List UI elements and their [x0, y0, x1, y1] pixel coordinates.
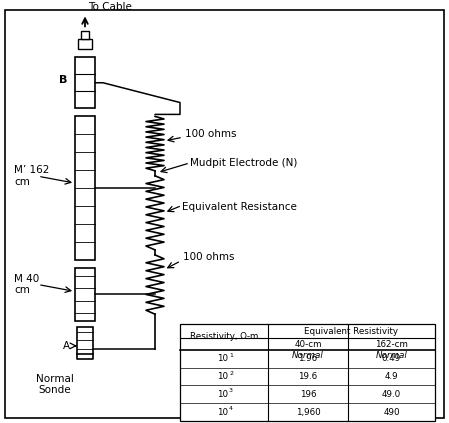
- Bar: [81, 31, 89, 39]
- Text: 10: 10: [217, 354, 228, 363]
- Text: 196: 196: [300, 390, 316, 399]
- Text: 40-cm: 40-cm: [294, 341, 322, 349]
- Text: Equivalent Resistance: Equivalent Resistance: [182, 202, 297, 212]
- Text: Normal: Normal: [376, 351, 407, 360]
- Text: 1: 1: [229, 353, 233, 358]
- Bar: [78, 39, 92, 49]
- Text: 10: 10: [217, 408, 228, 417]
- Text: 49.0: 49.0: [382, 390, 401, 399]
- Text: Normal: Normal: [292, 351, 324, 360]
- Bar: [75, 268, 95, 321]
- Text: 100 ohms: 100 ohms: [183, 252, 234, 262]
- Text: A: A: [63, 341, 70, 351]
- Text: 10: 10: [217, 390, 228, 399]
- Text: Equivalent Resistivity: Equivalent Resistivity: [304, 327, 399, 335]
- Bar: [180, 324, 435, 421]
- Text: 162-cm: 162-cm: [375, 341, 408, 349]
- Text: 4: 4: [229, 406, 233, 411]
- Text: Mudpit Electrode (N): Mudpit Electrode (N): [190, 158, 297, 168]
- Text: Normal
Sonde: Normal Sonde: [36, 374, 74, 395]
- Text: 1.96: 1.96: [299, 354, 317, 363]
- Text: Resistivity, Ω-m: Resistivity, Ω-m: [190, 332, 258, 341]
- Bar: [77, 327, 93, 354]
- Text: 2: 2: [229, 371, 233, 376]
- Text: 1,960: 1,960: [295, 408, 321, 417]
- Bar: [75, 57, 95, 108]
- Text: M 40
cm: M 40 cm: [14, 274, 39, 295]
- Text: 19.6: 19.6: [299, 372, 317, 381]
- Text: 490: 490: [383, 408, 400, 417]
- Text: M’ 162
cm: M’ 162 cm: [14, 165, 49, 187]
- Text: 10: 10: [217, 372, 228, 381]
- Text: 4.9: 4.9: [385, 372, 398, 381]
- Text: To Cable: To Cable: [88, 2, 132, 11]
- Text: 100 ohms: 100 ohms: [185, 129, 237, 139]
- Text: 3: 3: [229, 388, 233, 393]
- Text: B: B: [59, 75, 67, 85]
- Text: 0.49: 0.49: [382, 354, 401, 363]
- Bar: [75, 116, 95, 260]
